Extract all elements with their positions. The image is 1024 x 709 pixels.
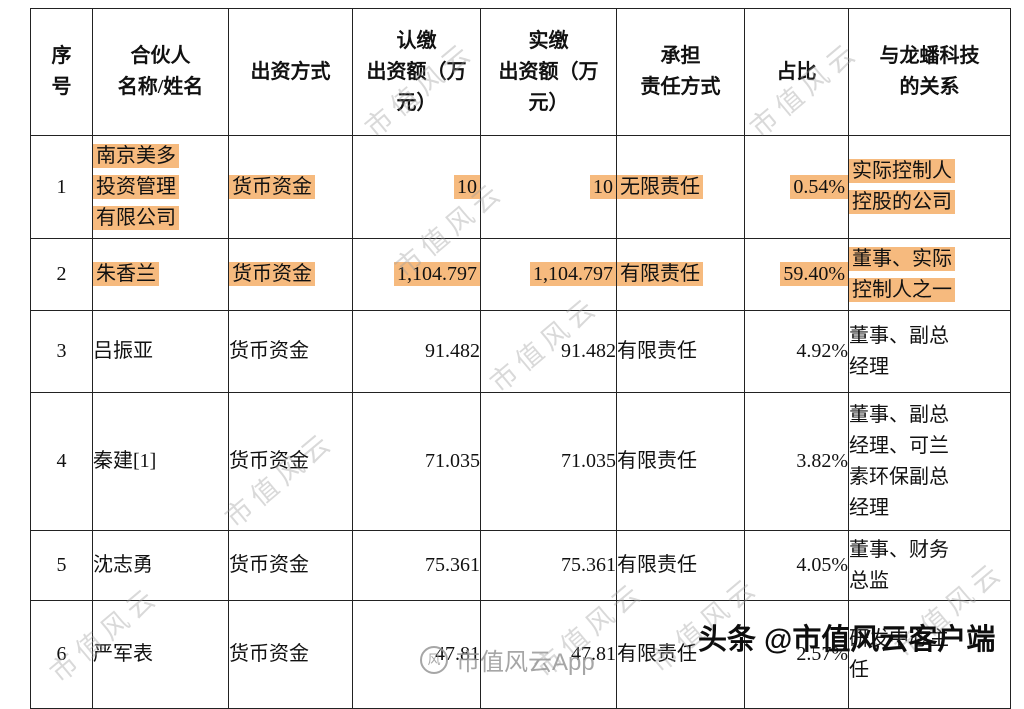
cell-ratio: 59.40% <box>744 238 849 311</box>
cell-seq: 6 <box>30 600 93 709</box>
highlighted-text: 10 <box>454 174 480 199</box>
table-row: 1 南京美多 投资管理 有限公司 货币资金 10 10 无限责任 0.54% 实… <box>30 135 1011 239</box>
highlighted-text: 货币资金 <box>229 262 315 286</box>
highlighted-text: 无限责任 <box>617 174 703 199</box>
cell-relation: 董事、副总 经理、可兰 素环保副总 经理 <box>848 392 1011 531</box>
highlighted-text: 59.40% <box>780 262 848 286</box>
cell-subscribed: 71.035 <box>352 392 481 531</box>
cell-ratio: 4.92% <box>744 310 849 393</box>
cell-subscribed: 91.482 <box>352 310 481 393</box>
table-row: 5 沈志勇 货币资金 75.361 75.361 有限责任 4.05% 董事、财… <box>30 530 1011 601</box>
cell-liability: 有限责任 <box>616 310 745 393</box>
cell-paid: 91.482 <box>480 310 617 393</box>
header-method: 出资方式 <box>228 8 353 136</box>
highlighted-text: 10 <box>590 174 616 199</box>
cell-partner-name: 秦建[1] <box>92 392 229 531</box>
cell-subscribed: 1,104.797 <box>352 238 481 311</box>
cell-partner-name: 沈志勇 <box>92 530 229 601</box>
table-row: 2 朱香兰 货币资金 1,104.797 1,104.797 有限责任 59.4… <box>30 238 1011 311</box>
highlighted-text: 实际控制人 控股的公司 <box>849 159 955 214</box>
highlighted-text: 1,104.797 <box>530 262 616 286</box>
cell-method: 货币资金 <box>228 530 353 601</box>
cell-ratio: 4.05% <box>744 530 849 601</box>
cell-liability: 有限责任 <box>616 530 745 601</box>
cell-subscribed: 10 <box>352 135 481 239</box>
cell-relation: 实际控制人 控股的公司 <box>848 135 1011 239</box>
cell-seq: 5 <box>30 530 93 601</box>
highlighted-text: 董事、实际 控制人之一 <box>849 246 955 302</box>
cell-seq: 3 <box>30 310 93 393</box>
cell-seq: 4 <box>30 392 93 531</box>
cell-method: 货币资金 <box>228 238 353 311</box>
cell-partner-name: 朱香兰 <box>92 238 229 311</box>
toutiao-watermark-label: 头条 @市值风云客户端 <box>698 624 996 656</box>
cell-ratio: 3.82% <box>744 392 849 531</box>
cell-partner-name: 吕振亚 <box>92 310 229 393</box>
cell-paid: 71.035 <box>480 392 617 531</box>
header-row: 序 号 合伙人 名称/姓名 出资方式 认缴 出资额（万 元） 实缴 出资额（万 … <box>30 8 1011 136</box>
cell-ratio: 0.54% <box>744 135 849 239</box>
app-watermark-label: 市值风云App <box>456 649 595 676</box>
header-ratio: 占比 <box>744 8 849 136</box>
partners-table: 序 号 合伙人 名称/姓名 出资方式 认缴 出资额（万 元） 实缴 出资额（万 … <box>30 8 1011 709</box>
cell-subscribed: 75.361 <box>352 530 481 601</box>
cell-method: 货币资金 <box>228 392 353 531</box>
header-relation: 与龙蟠科技 的关系 <box>848 8 1011 136</box>
cell-partner-name: 严军表 <box>92 600 229 709</box>
highlighted-text: 有限责任 <box>617 262 703 286</box>
cell-relation: 董事、实际 控制人之一 <box>848 238 1011 311</box>
document-page: 市值风云 市值风云 市值风云 市值风云 市值风云 市值风云 市值风云 市值风云 … <box>30 8 1011 709</box>
cell-method: 货币资金 <box>228 310 353 393</box>
app-logo-icon: 风 <box>420 645 448 674</box>
header-paid: 实缴 出资额（万 元） <box>480 8 617 136</box>
highlighted-text: 朱香兰 <box>93 262 159 286</box>
cell-paid: 1,104.797 <box>480 238 617 311</box>
header-liability: 承担 责任方式 <box>616 8 745 136</box>
highlighted-text: 1,104.797 <box>394 262 480 286</box>
cell-liability: 有限责任 <box>616 238 745 311</box>
cell-method: 货币资金 <box>228 135 353 239</box>
cell-seq: 1 <box>30 135 93 239</box>
cell-method: 货币资金 <box>228 600 353 709</box>
table-row: 3 吕振亚 货币资金 91.482 91.482 有限责任 4.92% 董事、副… <box>30 310 1011 393</box>
cell-seq: 2 <box>30 238 93 311</box>
header-partner-name: 合伙人 名称/姓名 <box>92 8 229 136</box>
cell-paid: 10 <box>480 135 617 239</box>
cell-relation: 董事、副总 经理 <box>848 310 1011 393</box>
cell-partner-name: 南京美多 投资管理 有限公司 <box>92 135 229 239</box>
table-row: 4 秦建[1] 货币资金 71.035 71.035 有限责任 3.82% 董事… <box>30 392 1011 531</box>
highlighted-text: 南京美多 投资管理 有限公司 <box>93 143 179 230</box>
cell-liability: 有限责任 <box>616 392 745 531</box>
cell-relation: 董事、财务 总监 <box>848 530 1011 601</box>
app-watermark: 风 市值风云App <box>420 642 595 677</box>
header-subscribed: 认缴 出资额（万 元） <box>352 8 481 136</box>
highlighted-text: 0.54% <box>790 174 848 199</box>
header-seq: 序 号 <box>30 8 93 136</box>
cell-liability: 无限责任 <box>616 135 745 239</box>
cell-paid: 75.361 <box>480 530 617 601</box>
highlighted-text: 货币资金 <box>229 174 315 199</box>
